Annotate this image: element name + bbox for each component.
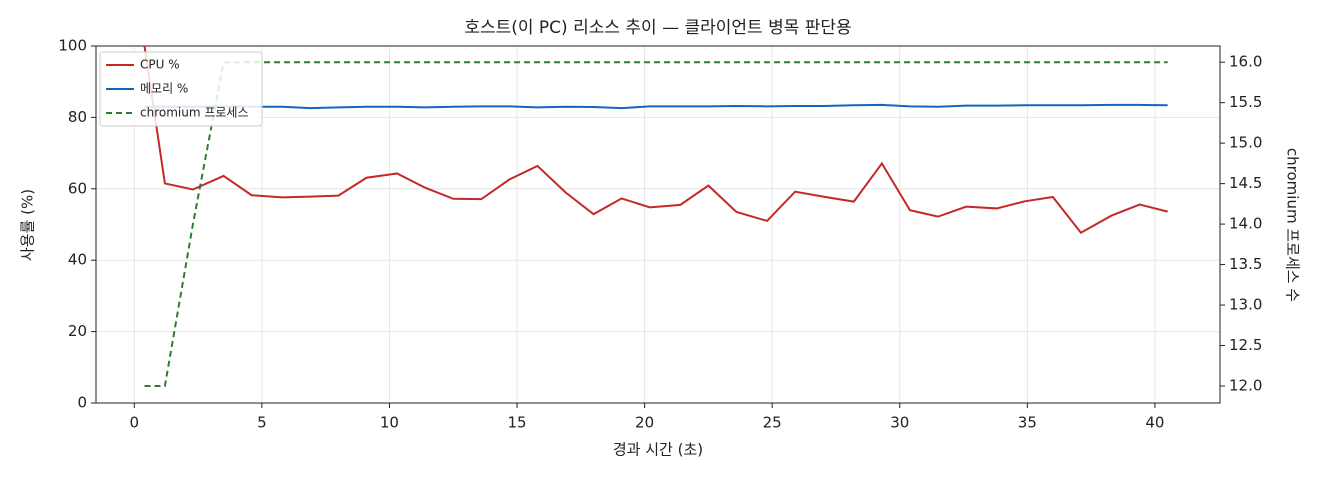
x-tick-label: 40 — [1145, 414, 1164, 432]
y2-tick-label: 12.0 — [1229, 377, 1262, 395]
y2-tick-label: 13.5 — [1229, 255, 1262, 273]
x-axis-label: 경과 시간 (초) — [613, 441, 703, 459]
y-tick-label: 80 — [68, 108, 87, 126]
y2-tick-label: 15.0 — [1229, 134, 1262, 152]
y-tick-label: 20 — [68, 322, 87, 340]
legend-label: 메모리 % — [140, 82, 188, 96]
x-tick-label: 15 — [507, 414, 526, 432]
y2-tick-label: 13.0 — [1229, 296, 1262, 314]
x-tick-label: 35 — [1018, 414, 1037, 432]
x-tick-label: 25 — [763, 414, 782, 432]
y-axis-label: 사용률 (%) — [19, 189, 37, 261]
legend-label: chromium 프로세스 — [140, 106, 249, 120]
x-tick-label: 0 — [130, 414, 140, 432]
legend-label: CPU % — [140, 58, 180, 72]
y-tick-label: 0 — [77, 394, 87, 412]
x-tick-label: 10 — [380, 414, 399, 432]
y2-axis-label: chromium 프로세스 수 — [1284, 148, 1302, 302]
x-tick-label: 5 — [257, 414, 267, 432]
chart-title: 호스트(이 PC) 리소스 추이 — 클라이언트 병목 판단용 — [464, 18, 851, 38]
y2-tick-label: 12.5 — [1229, 336, 1262, 354]
series-line — [144, 61, 1168, 387]
y2-tick-label: 16.0 — [1229, 53, 1262, 71]
y2-tick-label: 14.5 — [1229, 174, 1262, 192]
x-tick-label: 20 — [635, 414, 654, 432]
x-tick-label: 30 — [890, 414, 909, 432]
series-line — [144, 103, 1168, 110]
y2-tick-label: 15.5 — [1229, 93, 1262, 111]
plot-frame — [95, 45, 1221, 404]
y-tick-label: 60 — [68, 179, 87, 197]
y-tick-label: 40 — [68, 251, 87, 269]
y2-tick-label: 14.0 — [1229, 215, 1262, 233]
series-line — [143, 45, 1168, 235]
y-tick-label: 100 — [58, 37, 87, 55]
legend-box — [99, 51, 263, 127]
